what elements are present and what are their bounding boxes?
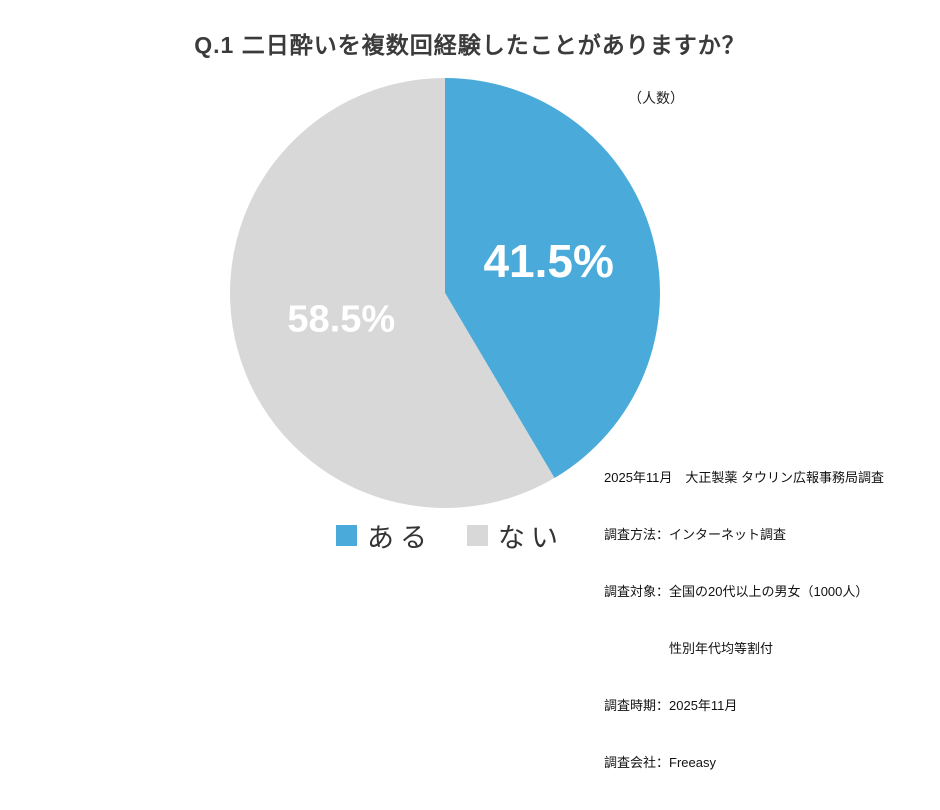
chart-canvas: Q.1 二日酔いを複数回経験したことがありますか？ 41.5% 58.5% （人数… — [0, 32, 900, 770]
legend-item-aru: ある — [336, 516, 433, 555]
legend-swatch-nai — [467, 525, 488, 546]
footnote-line: 調査方法：インターネット調査 — [604, 527, 787, 542]
legend-label-aru: ある — [367, 523, 433, 553]
unit-label: （人数） — [628, 90, 684, 106]
footnote-line: 調査時期：2025年11月 — [604, 698, 738, 713]
pie-slice-label: 58.5% — [287, 298, 395, 340]
legend-swatch-aru — [336, 525, 357, 546]
footnote-line: 調査対象：全国の20代以上の男女（1000人） — [604, 584, 869, 599]
survey-footnote: 2025年11月 大正製薬 タウリン広報事務局調査 調査方法：インターネット調査… — [604, 430, 884, 810]
chart-title: Q.1 二日酔いを複数回経験したことがありますか？ — [194, 32, 746, 58]
footnote-line: 2025年11月 大正製薬 タウリン広報事務局調査 — [604, 470, 885, 485]
footnote-line: 調査会社：Freeasy — [604, 755, 716, 770]
legend-label-nai: ない — [498, 523, 564, 553]
pie-slice-ある — [445, 78, 660, 479]
legend-item-nai: ない — [467, 516, 564, 555]
pie-slice-ない — [229, 77, 555, 509]
chart-legend: ある ない — [0, 516, 900, 555]
footnote-line: 性別年代均等割付 — [604, 641, 774, 656]
pie-chart: 41.5% 58.5% — [229, 77, 660, 509]
pie-slice-label: 41.5% — [483, 235, 613, 287]
